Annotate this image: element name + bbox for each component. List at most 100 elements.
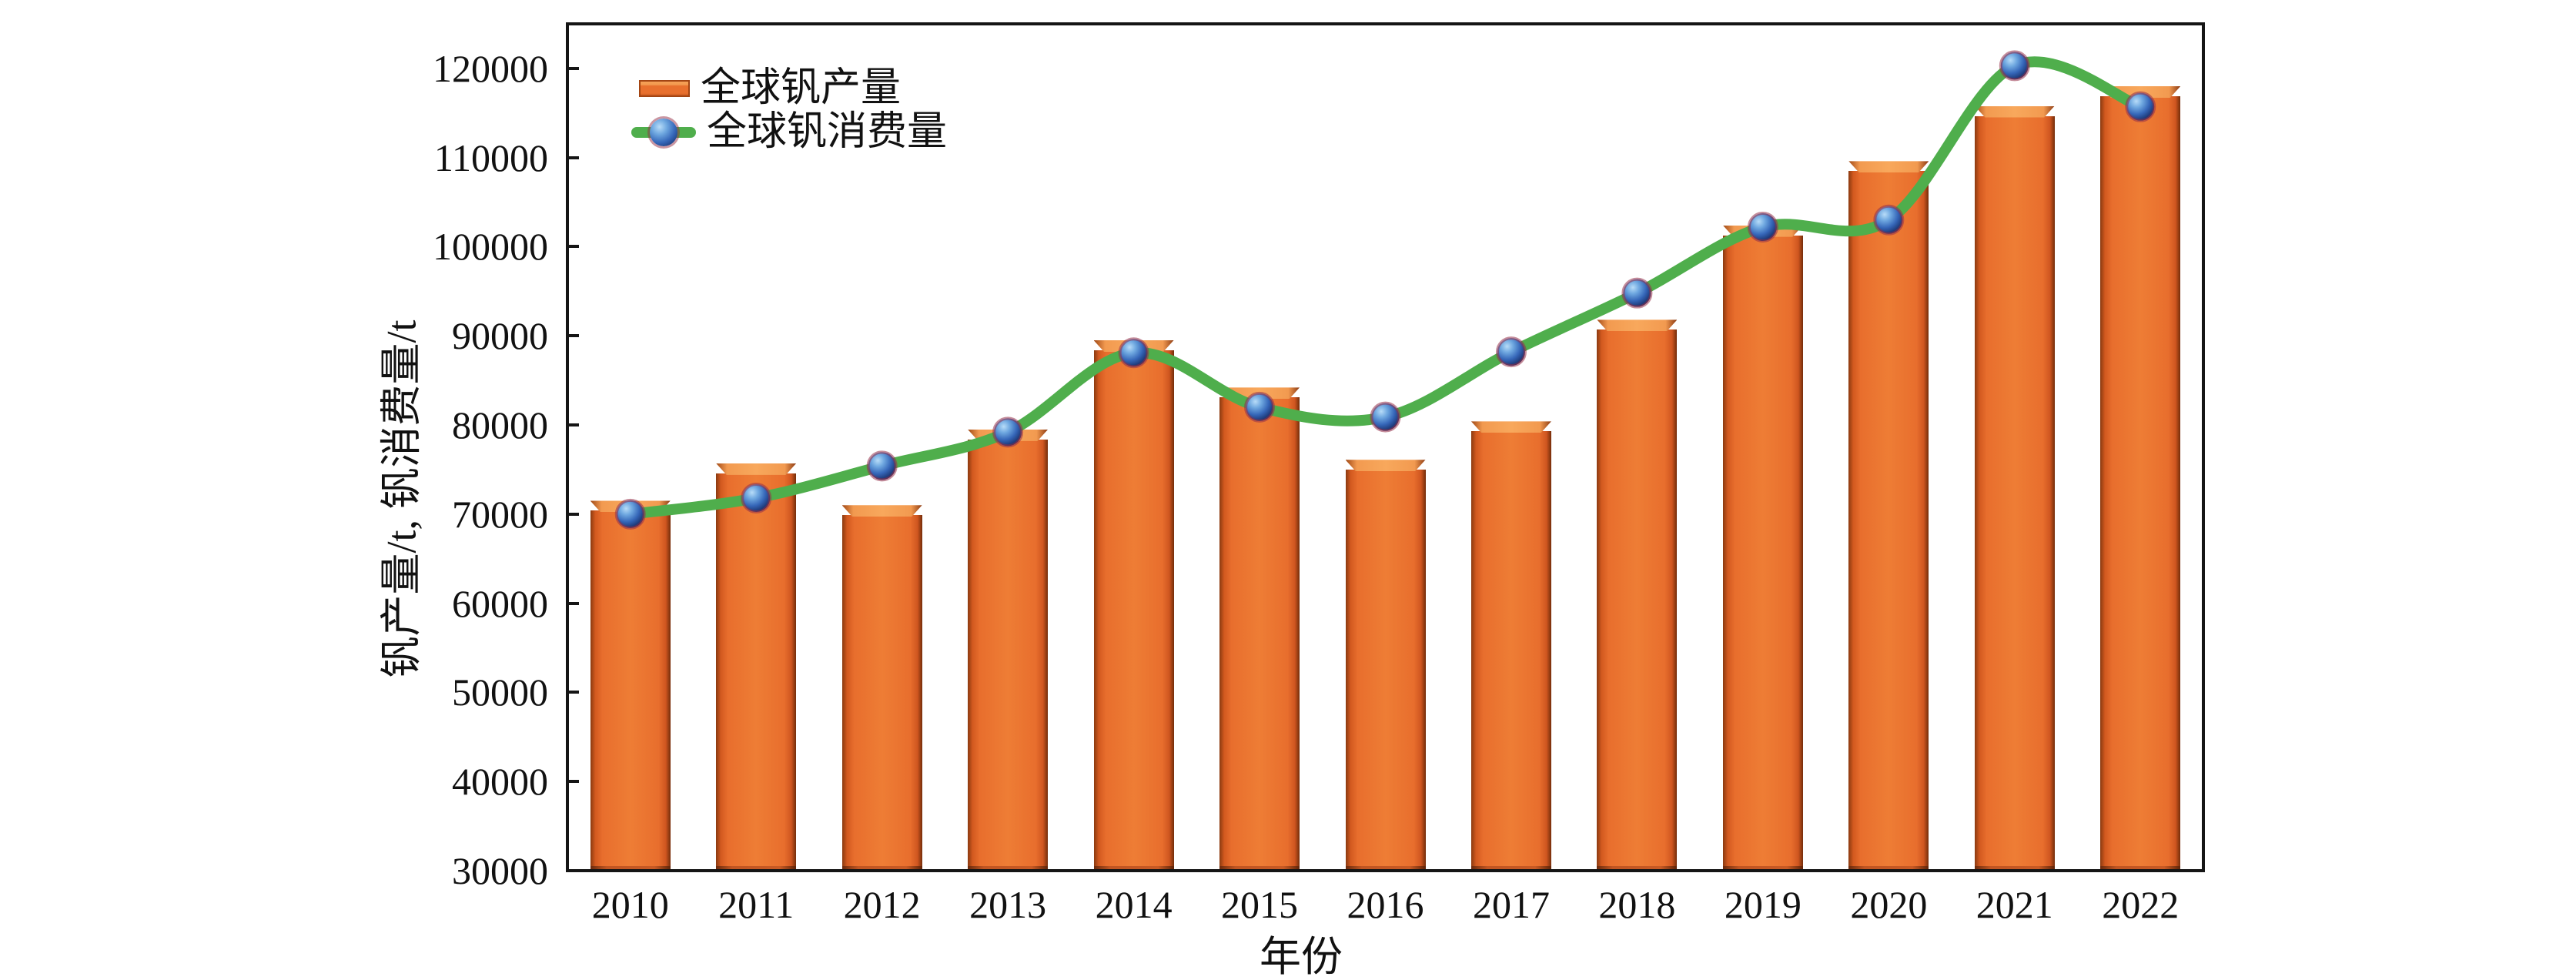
- x-tick-label-2020: 2020: [1850, 883, 1928, 926]
- bar-top-bevel: [1093, 340, 1174, 353]
- bar-face: [2100, 96, 2181, 866]
- x-tick-label-2017: 2017: [1472, 883, 1550, 926]
- bar-face: [590, 510, 671, 866]
- y-tick-mark-110000: [567, 156, 579, 159]
- bar-top-bevel: [1722, 225, 1803, 237]
- y-tick-label-50000: 50000: [452, 671, 548, 714]
- legend-item-consumption: 全球钒消费量: [631, 110, 947, 154]
- bar-face: [1345, 470, 1426, 866]
- blue-sphere-marker-icon: [650, 118, 677, 146]
- bar-bottom-bevel: [1597, 865, 1678, 872]
- production-bar-2016: [1345, 460, 1426, 872]
- production-bar-2019: [1722, 225, 1803, 872]
- production-bar-2012: [841, 505, 922, 872]
- production-bar-2020: [1848, 161, 1929, 872]
- bar-face: [968, 439, 1049, 866]
- y-tick-mark-40000: [567, 780, 579, 784]
- legend-item-production: 全球钒产量: [631, 66, 947, 110]
- bar-top-bevel: [1597, 319, 1678, 332]
- production-bar-2010: [590, 500, 671, 872]
- consumption-dot-2012: [866, 450, 898, 482]
- production-bar-2017: [1470, 421, 1551, 872]
- y-tick-mark-90000: [567, 334, 579, 338]
- bar-face: [1219, 397, 1300, 866]
- y-tick-label-60000: 60000: [452, 581, 548, 625]
- legend-consumption-label: 全球钒消费量: [707, 109, 948, 154]
- bar-top-bevel: [2100, 86, 2181, 99]
- orange-bar-swatch-icon: [639, 79, 690, 97]
- bar-bottom-bevel: [968, 865, 1049, 872]
- bar-top-bevel: [1219, 387, 1300, 400]
- consumption-dot-2017: [1495, 336, 1527, 368]
- bar-bottom-bevel: [716, 865, 797, 872]
- bar-top-bevel: [590, 500, 671, 513]
- y-tick-label-120000: 120000: [433, 46, 548, 90]
- y-tick-label-30000: 30000: [452, 849, 548, 892]
- x-axis-title: 年份: [1260, 934, 1343, 980]
- green-line-icon: [631, 118, 696, 146]
- y-tick-label-110000: 110000: [433, 135, 548, 179]
- y-tick-mark-50000: [567, 691, 579, 694]
- bar-top-bevel: [1470, 421, 1551, 433]
- bar-bottom-bevel: [1848, 865, 1929, 872]
- x-tick-label-2016: 2016: [1347, 883, 1424, 926]
- y-tick-mark-30000: [567, 869, 579, 872]
- x-tick-label-2011: 2011: [718, 883, 795, 926]
- y-tick-mark-120000: [567, 66, 579, 70]
- y-tick-mark-70000: [567, 512, 579, 516]
- legend: 全球钒产量 全球钒消费量: [631, 66, 947, 154]
- consumption-dot-2021: [1999, 50, 2030, 82]
- bar-bottom-bevel: [1722, 865, 1803, 872]
- bar-bottom-bevel: [2100, 865, 2181, 872]
- production-bar-2014: [1093, 340, 1174, 872]
- x-tick-label-2018: 2018: [1598, 883, 1676, 926]
- x-tick-label-2022: 2022: [2102, 883, 2180, 926]
- bar-face: [1722, 235, 1803, 866]
- bar-face: [841, 515, 922, 866]
- bar-top-bevel: [1848, 161, 1929, 173]
- bar-face: [716, 473, 797, 866]
- y-tick-label-80000: 80000: [452, 403, 548, 447]
- x-tick-label-2015: 2015: [1221, 883, 1299, 926]
- consumption-dot-2016: [1370, 401, 1401, 433]
- y-tick-mark-80000: [567, 423, 579, 427]
- production-bar-2011: [716, 463, 797, 872]
- legend-production-label: 全球钒产量: [701, 65, 902, 110]
- bar-bottom-bevel: [1219, 865, 1300, 872]
- production-bar-2021: [1974, 105, 2055, 872]
- bar-top-bevel: [1974, 105, 2055, 118]
- bar-top-bevel: [841, 505, 922, 517]
- bar-top-bevel: [716, 463, 797, 475]
- x-tick-label-2012: 2012: [843, 883, 921, 926]
- production-bar-2015: [1219, 387, 1300, 872]
- bar-bottom-bevel: [1093, 865, 1174, 872]
- consumption-dot-2018: [1621, 277, 1653, 309]
- x-tick-label-2013: 2013: [969, 883, 1047, 926]
- bar-face: [1093, 350, 1174, 866]
- x-tick-label-2010: 2010: [591, 883, 669, 926]
- x-tick-label-2014: 2014: [1095, 883, 1173, 926]
- x-tick-label-2021: 2021: [1975, 883, 2053, 926]
- x-tick-label-2019: 2019: [1724, 883, 1802, 926]
- bar-bottom-bevel: [841, 865, 922, 872]
- bar-face: [1597, 329, 1678, 866]
- bar-face: [1848, 171, 1929, 866]
- bar-bottom-bevel: [1345, 865, 1426, 872]
- production-bar-2013: [968, 429, 1049, 872]
- bar-top-bevel: [968, 429, 1049, 441]
- bar-face: [1470, 431, 1551, 866]
- y-tick-label-70000: 70000: [452, 492, 548, 536]
- y-tick-label-90000: 90000: [452, 314, 548, 358]
- production-bar-2022: [2100, 86, 2181, 872]
- y-tick-mark-100000: [567, 245, 579, 249]
- y-tick-label-100000: 100000: [433, 225, 548, 269]
- bar-bottom-bevel: [1470, 865, 1551, 872]
- bar-top-bevel: [1345, 460, 1426, 472]
- bar-bottom-bevel: [1974, 865, 2055, 872]
- y-tick-mark-60000: [567, 601, 579, 605]
- bar-bottom-bevel: [590, 865, 671, 872]
- production-bar-2018: [1597, 319, 1678, 872]
- bar-face: [1974, 115, 2055, 866]
- y-tick-label-40000: 40000: [452, 760, 548, 804]
